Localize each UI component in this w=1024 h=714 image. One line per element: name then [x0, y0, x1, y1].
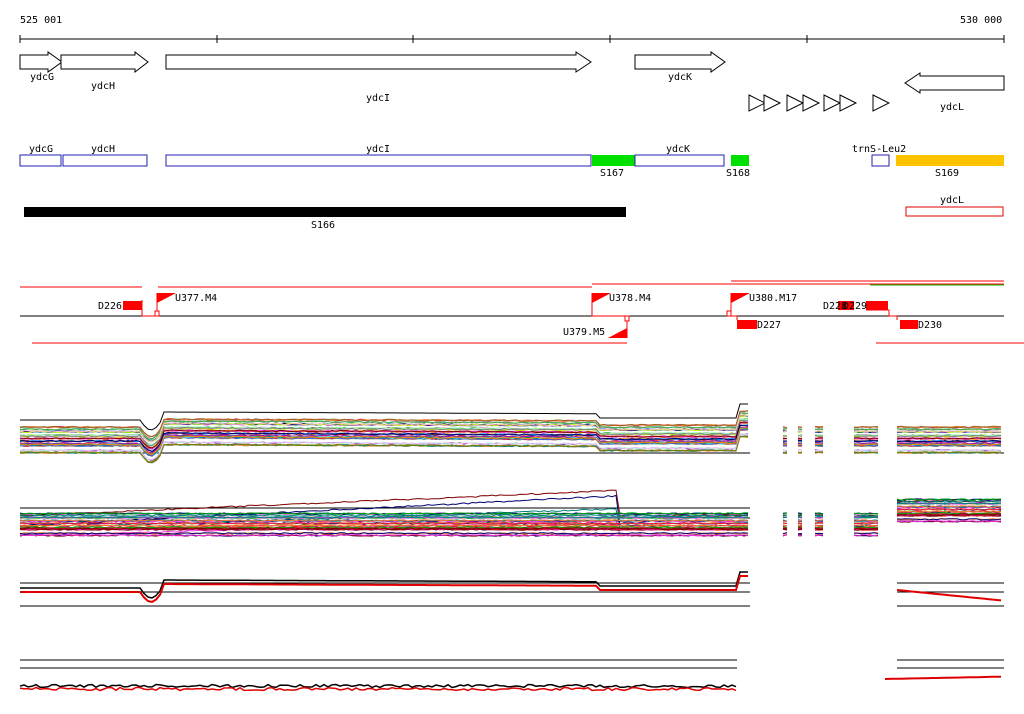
feature-label-ydcK: ydcK: [666, 144, 690, 155]
signal-label-U378-M4: U378.M4: [609, 293, 651, 304]
ruler-ticks: [19, 35, 1005, 43]
gene-arrow-ydcG[interactable]: ydcG: [19, 51, 63, 83]
gene-label-ydcH: ydcH: [91, 81, 115, 92]
signal-label-U379-M5: U379.M5: [563, 327, 605, 338]
signal-label-D230: D230: [918, 320, 942, 331]
ruler-start-label: 525 001: [20, 15, 62, 26]
feature-box-S166[interactable]: S166: [24, 207, 626, 231]
expression-profile-track-3: [20, 571, 1004, 607]
signal-label-D228: D228: [823, 301, 847, 312]
signal-D230[interactable]: D230: [900, 320, 942, 331]
feature-box-S169[interactable]: S169: [896, 155, 1004, 179]
feature-label-ydcL: ydcL: [940, 195, 964, 206]
signal-D226[interactable]: D226: [98, 301, 142, 312]
feature-box-ydcK[interactable]: ydcK: [634, 144, 725, 167]
signal-D229[interactable]: D229: [843, 301, 888, 312]
signal-D228[interactable]: D228: [823, 301, 854, 312]
feature-box-ydcI[interactable]: ydcI: [165, 144, 592, 167]
feature-label-S168: S168: [726, 168, 750, 179]
signal-label-D227: D227: [757, 320, 781, 331]
expression-profile-track-1: [19, 403, 1004, 464]
signal-label-U377-M4: U377.M4: [175, 293, 217, 304]
signal-label-D226: D226: [98, 301, 122, 312]
feature-label-S166: S166: [311, 220, 335, 231]
gene-label-ydcL: ydcL: [940, 102, 964, 113]
feature-label-ydcI: ydcI: [366, 144, 390, 155]
expression-profile-track-4: [19, 659, 1004, 692]
feature-box-S167[interactable]: S167: [592, 155, 635, 179]
signal-coverage-lines: [20, 280, 1024, 344]
feature-box-trnS-Leu2[interactable]: trnS-Leu2: [852, 144, 906, 167]
gene-arrow-ydcI[interactable]: ydcI: [165, 51, 592, 104]
coordinate-ruler: 525 001 530 000: [19, 15, 1005, 43]
feature-label-ydcG: ydcG: [29, 144, 53, 155]
gene-arrows-track: ydcG ydcH ydcI ydcK ydcL: [19, 50, 1005, 113]
feature-label-ydcH: ydcH: [91, 144, 115, 155]
feature-label-trnS-Leu2: trnS-Leu2: [852, 144, 906, 155]
signal-U378-M4[interactable]: U378.M4: [591, 293, 651, 316]
signal-U377-M4[interactable]: U377.M4: [154, 293, 217, 317]
signal-U379-M5[interactable]: U379.M5: [563, 315, 630, 338]
gene-arrow-ydcL[interactable]: ydcL: [904, 72, 1005, 113]
signal-U380-M17[interactable]: U380.M17: [726, 293, 797, 317]
gene-label-ydcG: ydcG: [30, 72, 54, 83]
signal-label-U380-M17: U380.M17: [749, 293, 797, 304]
ruler-end-label: 530 000: [960, 15, 1002, 26]
feature-box-ydcH[interactable]: ydcH: [62, 144, 148, 167]
signal-label-D229: D229: [843, 301, 867, 312]
gene-arrow-ydcH[interactable]: ydcH: [60, 50, 149, 92]
terminator-triangles: [748, 94, 891, 112]
feature-box-ydcL[interactable]: ydcL: [905, 195, 1004, 217]
feature-box-ydcG[interactable]: ydcG: [19, 144, 62, 167]
gene-label-ydcI: ydcI: [366, 93, 390, 104]
annotation-boxes-track: ydcG ydcH ydcI S167 ydcK S168 trnS-Leu2: [19, 144, 1004, 231]
signals-track: D226 U377.M4 U378.M4 U379.M5 U380.M17: [20, 280, 1024, 344]
feature-label-S169: S169: [935, 168, 959, 179]
expression-profile-track-2: [19, 489, 1002, 537]
feature-label-S167: S167: [600, 168, 624, 179]
gene-label-ydcK: ydcK: [668, 72, 692, 83]
feature-box-S168[interactable]: S168: [726, 155, 750, 179]
signal-D227[interactable]: D227: [737, 320, 781, 331]
gene-arrow-ydcK[interactable]: ydcK: [634, 51, 726, 83]
